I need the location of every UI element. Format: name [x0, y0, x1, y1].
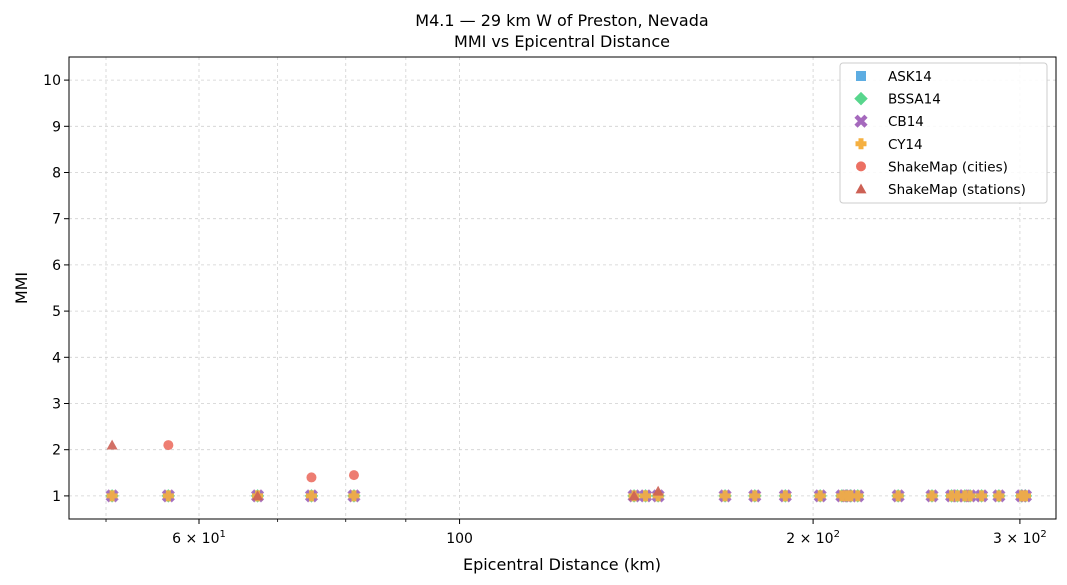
x-tick-label: 100 [446, 531, 473, 547]
legend-label: ShakeMap (cities) [888, 159, 1008, 175]
shakemap-stations-point [252, 490, 264, 501]
legend-cy14-marker [855, 138, 867, 150]
y-tick-label: 4 [52, 350, 61, 366]
legend-label: ShakeMap (stations) [888, 182, 1026, 198]
legend-label: ASK14 [888, 69, 932, 85]
cy14-point [1019, 490, 1031, 502]
shakemap-cities-point [348, 470, 359, 481]
legend: ASK14 BSSA14 CB14 CY14 ShakeMap (cities) Shak… [839, 62, 1048, 204]
y-tick-label: 10 [43, 73, 61, 89]
y-tick-label: 3 [52, 397, 61, 413]
chart-subtitle: MMI vs Epicentral Distance [454, 32, 670, 51]
legend-item: CY14 [855, 137, 923, 153]
y-tick-label: 5 [52, 304, 61, 320]
legend-item: CB14 [854, 114, 924, 130]
y-tick-label: 2 [52, 443, 61, 459]
cy14-point [719, 490, 731, 502]
x-tick-label: 6 × 101 [172, 529, 226, 547]
y-tick-label: 8 [52, 166, 61, 182]
shakemap-cities-point [306, 472, 317, 483]
cy14-point [106, 490, 118, 502]
legend-item: ASK14 [856, 69, 932, 85]
data-points [105, 439, 1033, 503]
legend-box [839, 62, 1048, 204]
shakemap-cities-point [163, 440, 174, 451]
legend-item: ShakeMap (stations) [855, 182, 1026, 198]
cy14-point [976, 490, 988, 502]
cy14-point [779, 490, 791, 502]
y-tick-label: 7 [52, 212, 61, 228]
legend-item: ShakeMap (cities) [856, 159, 1008, 175]
legend-ask14-marker [856, 71, 866, 81]
shakemap-stations-point [652, 485, 664, 496]
y-axis-label: MMI [12, 272, 31, 304]
cy14-point [348, 490, 360, 502]
legend-shakemap-cities-marker [856, 161, 866, 172]
x-tick-label: 2 × 102 [786, 529, 840, 547]
legend-label: CB14 [888, 114, 924, 130]
legend-item: BSSA14 [854, 92, 941, 108]
cy14-point [162, 490, 174, 502]
grid-lines [69, 57, 1056, 519]
shakemap-stations-point [628, 490, 640, 501]
legend-label: CY14 [888, 137, 923, 153]
y-axis-ticks: 1 2 3 4 5 6 7 8 9 10 [43, 73, 69, 505]
cy14-point [993, 490, 1005, 502]
series-shakemap-cities [163, 440, 359, 483]
cy14-point [892, 490, 904, 502]
cy14-point [640, 490, 652, 502]
legend-label: BSSA14 [888, 92, 941, 108]
y-tick-label: 9 [52, 119, 61, 135]
cy14-point [749, 490, 761, 502]
shakemap-stations-point [106, 439, 118, 450]
cy14-point [926, 490, 938, 502]
x-tick-label: 3 × 102 [993, 529, 1047, 547]
legend-shakemap-stations-marker [855, 183, 867, 194]
cy14-point [964, 490, 976, 502]
y-tick-label: 1 [52, 489, 61, 505]
legend-bssa14-marker [854, 91, 868, 106]
chart-title: M4.1 — 29 km W of Preston, Nevada [415, 11, 708, 30]
y-tick-label: 6 [52, 258, 61, 274]
legend-cb14-marker [854, 114, 868, 128]
cy14-point [305, 490, 317, 502]
series-shakemap-stations [106, 439, 664, 501]
x-axis-ticks: 6 × 101 100 2 × 102 3 × 102 [105, 519, 1047, 547]
cy14-point [852, 490, 864, 502]
cy14-point [814, 490, 826, 502]
plot-frame [68, 56, 1057, 520]
x-axis-label: Epicentral Distance (km) [463, 555, 661, 574]
